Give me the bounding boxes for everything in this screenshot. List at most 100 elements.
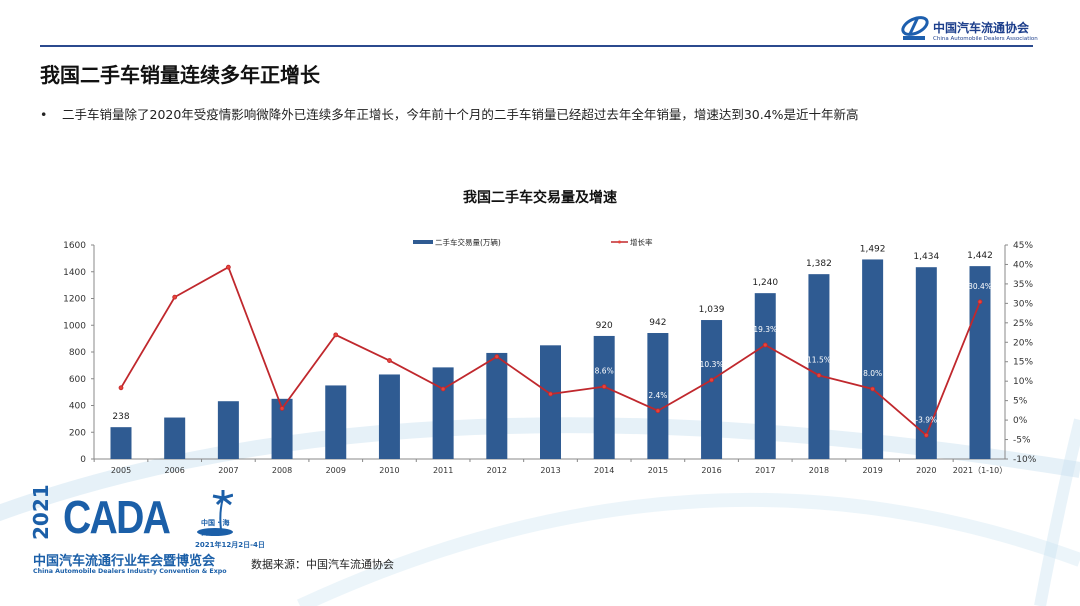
growth-point-2017 — [762, 342, 768, 348]
bar-data-label: 942 — [649, 318, 666, 328]
bar-data-label: 1,382 — [806, 259, 832, 269]
bar-2014 — [593, 335, 615, 459]
bar-2009 — [325, 385, 347, 459]
x-axis-tick-label: 2015 — [648, 466, 668, 475]
data-source: 数据来源：中国汽车流通协会 — [251, 558, 394, 571]
left-axis-tick-label: 1200 — [63, 295, 86, 305]
right-axis-tick-label: -5% — [1013, 436, 1031, 446]
page-title: 我国二手车销量连续多年正增长 — [40, 63, 320, 87]
bar-2021（1-10） — [969, 266, 991, 459]
legend-line-label: 增长率 — [630, 237, 653, 247]
growth-data-label: 30.4% — [968, 282, 992, 291]
bar-2007 — [217, 401, 239, 459]
bar-data-label: 1,434 — [913, 252, 939, 262]
growth-point-2020 — [923, 432, 929, 438]
growth-data-label: -3.9% — [915, 415, 937, 424]
cada-name: CADA — [63, 491, 171, 543]
x-axis-tick-label: 2014 — [594, 466, 614, 475]
legend-bar-label: 二手车交易量(万辆) — [435, 237, 501, 247]
bar-2010 — [378, 374, 400, 459]
left-axis-tick-label: 1000 — [63, 321, 86, 331]
x-axis-tick-label: 2013 — [540, 466, 560, 475]
bar-2013 — [540, 345, 561, 459]
bar-data-label: 238 — [112, 412, 129, 422]
bar-2015 — [647, 333, 669, 459]
right-axis-tick-label: 30% — [1013, 299, 1033, 309]
association-emblem-icon — [901, 16, 929, 40]
growth-point-2013 — [548, 391, 553, 397]
cada-date: 2021年12月2日-4日 — [195, 541, 265, 549]
cada-association-logo: 中国汽车流通协会 China Automobile Dealers Associ… — [900, 14, 1040, 46]
growth-point-2007 — [225, 264, 231, 270]
cada-name-en: China Automobile Dealers Industry Conven… — [33, 568, 227, 575]
growth-point-2010 — [387, 358, 392, 363]
left-axis-tick-label: 800 — [69, 348, 86, 358]
growth-point-2018 — [816, 372, 822, 378]
right-axis-tick-label: -10% — [1013, 455, 1037, 465]
x-axis-tick-label: 2011 — [433, 466, 453, 475]
bar-2006 — [164, 417, 186, 459]
chart-title: 我国二手车交易量及增速 — [463, 190, 617, 206]
x-axis-tick-label: 2020 — [916, 466, 936, 475]
right-axis-tick-label: 0% — [1013, 416, 1028, 426]
bar-data-label: 1,492 — [860, 244, 886, 254]
bar-data-label: 1,039 — [699, 305, 725, 315]
legend-line-marker — [618, 240, 621, 244]
header-divider — [40, 45, 1033, 47]
growth-data-label: 19.3% — [753, 325, 777, 334]
growth-data-label: 11.5% — [807, 355, 831, 364]
right-axis-tick-label: 5% — [1013, 397, 1028, 407]
growth-data-label: 10.3% — [700, 360, 724, 369]
x-axis-tick-label: 2008 — [272, 466, 292, 475]
association-name-en: China Automobile Dealers Association — [933, 36, 1038, 42]
x-axis-tick-label: 2018 — [809, 466, 829, 475]
x-axis-tick-label: 2007 — [218, 466, 238, 475]
right-axis-tick-label: 20% — [1013, 338, 1033, 348]
growth-point-2005 — [118, 385, 124, 391]
bullet-marker: • — [40, 107, 48, 122]
cada-year: 2021 — [29, 484, 53, 540]
left-axis-tick-label: 1400 — [63, 268, 86, 278]
left-axis-tick-label: 1600 — [63, 241, 86, 251]
x-axis-tick-label: 2017 — [755, 466, 775, 475]
growth-point-2011 — [440, 386, 446, 392]
bar-data-label: 1,240 — [752, 278, 778, 288]
right-axis-tick-label: 15% — [1013, 358, 1033, 368]
left-axis-tick-label: 400 — [69, 402, 86, 412]
bar-2011 — [432, 367, 454, 459]
right-axis-tick-label: 25% — [1013, 319, 1033, 329]
cada-location: 中国 · 海口 — [201, 519, 230, 537]
growth-data-label: 8.0% — [863, 369, 882, 378]
bar-2005 — [110, 427, 132, 459]
growth-point-2009 — [333, 332, 339, 338]
growth-point-2021（1-10） — [977, 299, 983, 305]
x-axis-tick-label: 2010 — [379, 466, 399, 475]
bar-2018 — [808, 274, 830, 459]
growth-data-label: 8.6% — [595, 367, 614, 376]
palm-island-icon — [197, 490, 233, 536]
left-axis-tick-label: 200 — [69, 428, 86, 438]
growth-data-label: 2.4% — [648, 391, 667, 400]
right-axis-tick-label: 40% — [1013, 260, 1033, 270]
bar-data-label: 920 — [596, 321, 613, 331]
left-axis-tick-label: 600 — [69, 375, 86, 385]
x-axis-tick-label: 2016 — [701, 466, 721, 475]
cada-expo-logo: 2021 CADA 中国 · 海口 2021年12月2日-4日 中国汽车流通行业… — [29, 484, 265, 575]
growth-point-2015 — [655, 408, 661, 414]
growth-point-2016 — [709, 377, 714, 383]
cada-name-cn: 中国汽车流通行业年会暨博览会 — [33, 554, 216, 569]
growth-point-2014 — [601, 384, 607, 390]
x-axis-tick-label: 2006 — [165, 466, 185, 475]
bar-2020 — [915, 267, 937, 459]
x-axis-tick-label: 2009 — [326, 466, 346, 475]
bar-2016 — [701, 320, 723, 459]
bar-2017 — [754, 293, 776, 459]
x-axis-tick-label: 2012 — [487, 466, 507, 475]
bar-data-label: 1,442 — [967, 251, 993, 261]
right-axis-tick-label: 10% — [1013, 377, 1033, 387]
bullet-point: • 二手车销量除了2020年受疫情影响微降外已连续多年正增长，今年前十个月的二手车… — [40, 104, 859, 123]
bar-2019 — [862, 259, 884, 459]
